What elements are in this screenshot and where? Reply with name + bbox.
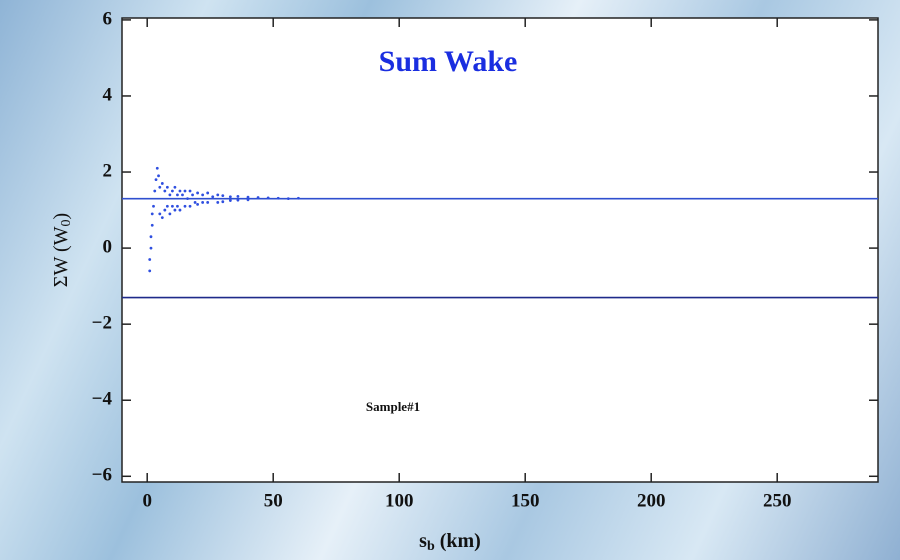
y-label-main: ΣW (W xyxy=(50,226,72,287)
point xyxy=(150,223,154,227)
point xyxy=(158,212,162,216)
point xyxy=(191,193,194,197)
point xyxy=(148,269,152,273)
point xyxy=(158,185,162,189)
x-tick-label: 100 xyxy=(385,490,414,511)
y-tick-label: 2 xyxy=(103,160,113,181)
point xyxy=(246,195,250,199)
point xyxy=(157,174,160,178)
point xyxy=(171,189,174,193)
point xyxy=(163,208,167,212)
x-axis-label: sb (km) xyxy=(419,530,481,555)
annotation: Sample#1 xyxy=(366,399,420,414)
x-label-sub: b xyxy=(427,539,435,554)
point xyxy=(206,201,210,204)
x-tick-label: 50 xyxy=(264,490,283,511)
point xyxy=(266,196,270,200)
point xyxy=(276,196,280,200)
point xyxy=(211,195,215,199)
point xyxy=(236,194,240,198)
point xyxy=(183,189,187,193)
point xyxy=(163,189,167,193)
y-tick-label: −6 xyxy=(92,465,112,486)
point xyxy=(188,189,192,193)
x-label-main: s xyxy=(419,530,427,552)
point xyxy=(201,193,205,197)
plot-area xyxy=(121,17,879,483)
point xyxy=(196,202,200,206)
y-axis-label: ΣW (W0) xyxy=(50,213,75,287)
point xyxy=(216,201,220,204)
point xyxy=(188,204,192,208)
point xyxy=(221,200,225,204)
point xyxy=(178,189,182,193)
y-tick-label: −2 xyxy=(92,313,112,334)
point xyxy=(216,193,220,197)
point xyxy=(149,246,153,250)
point xyxy=(176,193,179,197)
point xyxy=(152,204,155,208)
point xyxy=(206,191,210,195)
point xyxy=(160,216,164,220)
x-label-rest: (km) xyxy=(435,530,481,552)
point xyxy=(183,204,187,208)
point xyxy=(228,199,232,202)
point xyxy=(228,195,232,199)
y-tick-label: 6 xyxy=(103,8,113,29)
point xyxy=(256,196,260,199)
point xyxy=(193,201,197,204)
y-tick-label: −4 xyxy=(92,389,113,410)
point xyxy=(221,194,225,198)
point xyxy=(297,196,300,200)
point xyxy=(286,197,290,201)
point xyxy=(171,204,174,208)
point xyxy=(168,193,172,197)
point xyxy=(178,208,182,212)
chart-title: Sum Wake xyxy=(379,45,518,78)
point xyxy=(173,208,177,212)
point xyxy=(154,178,158,182)
point xyxy=(150,212,154,216)
point xyxy=(201,201,205,204)
point xyxy=(149,235,153,239)
point xyxy=(160,182,164,185)
point xyxy=(236,198,240,202)
x-tick-label: 0 xyxy=(142,490,152,511)
point xyxy=(181,193,184,197)
point xyxy=(176,204,179,208)
point xyxy=(165,204,169,208)
point xyxy=(168,212,172,216)
x-tick-label: 200 xyxy=(637,490,666,511)
point xyxy=(153,189,157,193)
point xyxy=(186,197,189,201)
point xyxy=(155,166,159,170)
point xyxy=(246,198,250,202)
x-tick-label: 250 xyxy=(763,490,792,511)
point xyxy=(165,185,169,189)
y-tick-label: 0 xyxy=(103,236,113,257)
point xyxy=(196,191,200,195)
point xyxy=(173,185,177,189)
y-tick-label: 4 xyxy=(103,84,113,105)
x-tick-label: 150 xyxy=(511,490,540,511)
point xyxy=(148,258,152,261)
y-label-rest: ) xyxy=(50,213,72,220)
y-label-sub: 0 xyxy=(59,219,74,226)
